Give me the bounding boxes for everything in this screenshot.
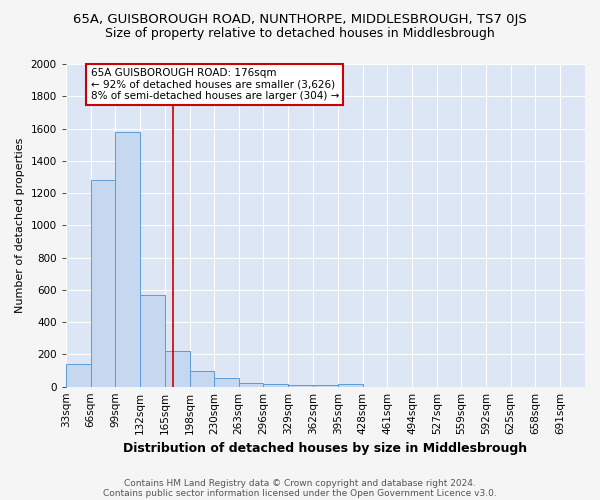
Bar xyxy=(288,385,313,386)
X-axis label: Distribution of detached houses by size in Middlesbrough: Distribution of detached houses by size … xyxy=(124,442,527,455)
Bar xyxy=(214,378,239,386)
Text: Contains HM Land Registry data © Crown copyright and database right 2024.: Contains HM Land Registry data © Crown c… xyxy=(124,478,476,488)
Bar xyxy=(338,384,362,386)
Text: 65A GUISBOROUGH ROAD: 176sqm
← 92% of detached houses are smaller (3,626)
8% of : 65A GUISBOROUGH ROAD: 176sqm ← 92% of de… xyxy=(91,68,339,101)
Text: Size of property relative to detached houses in Middlesbrough: Size of property relative to detached ho… xyxy=(105,28,495,40)
Bar xyxy=(66,364,91,386)
Bar xyxy=(263,384,288,386)
Y-axis label: Number of detached properties: Number of detached properties xyxy=(15,138,25,313)
Text: 65A, GUISBOROUGH ROAD, NUNTHORPE, MIDDLESBROUGH, TS7 0JS: 65A, GUISBOROUGH ROAD, NUNTHORPE, MIDDLE… xyxy=(73,12,527,26)
Bar xyxy=(313,385,338,386)
Bar xyxy=(91,180,115,386)
Bar xyxy=(165,351,190,386)
Text: Contains public sector information licensed under the Open Government Licence v3: Contains public sector information licen… xyxy=(103,488,497,498)
Bar xyxy=(140,294,165,386)
Bar xyxy=(115,132,140,386)
Bar xyxy=(239,382,263,386)
Bar xyxy=(190,370,214,386)
